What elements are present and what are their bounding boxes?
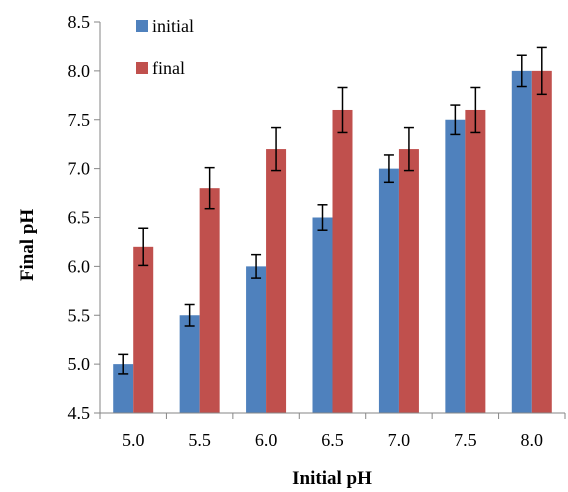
bar-final-5.5 — [199, 188, 220, 413]
y-tick-label: 8.5 — [68, 12, 91, 32]
x-axis-title: Initial pH — [292, 468, 372, 489]
error-bar-initial-7.0 — [383, 154, 394, 184]
error-bar-initial-6.5 — [317, 204, 328, 231]
error-bar-final-5.5 — [204, 166, 215, 210]
bars-group — [113, 70, 552, 413]
axes-group — [94, 21, 566, 419]
legend-swatch-initial — [136, 20, 148, 32]
bar-initial-6.5 — [312, 217, 333, 413]
y-tick-label: 6.0 — [68, 256, 91, 276]
legend: initial final — [136, 16, 194, 78]
y-tick-label: 5.0 — [68, 354, 91, 374]
legend-swatch-final — [136, 62, 148, 74]
bar-final-6.0 — [266, 149, 287, 413]
x-tick-label: 5.5 — [188, 430, 211, 450]
error-bar-final-6.0 — [271, 126, 282, 172]
error-bars-group — [118, 46, 547, 375]
y-tick-label: 4.5 — [68, 403, 91, 423]
bar-initial-7.5 — [445, 119, 466, 413]
error-bar-initial-8.0 — [516, 54, 527, 88]
x-tick-label: 8.0 — [521, 430, 544, 450]
x-tick-label: 6.0 — [255, 430, 278, 450]
bar-initial-7.0 — [378, 168, 399, 413]
error-bar-initial-5.0 — [118, 353, 129, 375]
bar-final-7.5 — [465, 109, 486, 413]
legend-label-initial: initial — [152, 16, 194, 36]
bar-final-6.5 — [332, 109, 353, 413]
bar-initial-8.0 — [511, 70, 532, 413]
y-tick-label: 6.5 — [68, 208, 91, 228]
x-tick-label: 5.0 — [122, 430, 145, 450]
bar-final-5.0 — [133, 246, 154, 413]
y-tick-label: 8.0 — [68, 61, 91, 81]
error-bar-final-5.0 — [138, 227, 149, 267]
bar-initial-5.5 — [179, 315, 200, 413]
legend-label-final: final — [152, 58, 185, 78]
bar-final-7.0 — [398, 149, 419, 413]
error-bar-initial-7.5 — [450, 104, 461, 136]
x-tick-label: 7.5 — [454, 430, 477, 450]
error-bar-final-7.0 — [403, 126, 414, 172]
y-tick-label: 7.5 — [68, 110, 91, 130]
bar-initial-5.0 — [113, 364, 134, 413]
error-bar-final-7.5 — [470, 86, 481, 134]
y-tick-labels: 4.5 5.0 5.5 6.0 6.5 7.0 7.5 8.0 8.5 — [68, 12, 91, 423]
y-tick-label: 7.0 — [68, 159, 91, 179]
bar-final-8.0 — [531, 70, 552, 413]
bar-initial-6.0 — [246, 266, 267, 413]
x-tick-label: 7.0 — [388, 430, 411, 450]
y-axis-title: Final pH — [17, 209, 38, 282]
error-bar-initial-6.0 — [251, 253, 262, 279]
x-tick-labels: 5.0 5.5 6.0 6.5 7.0 7.5 8.0 — [122, 430, 543, 450]
y-tick-label: 5.5 — [68, 305, 91, 325]
error-bar-final-8.0 — [536, 46, 547, 96]
error-bar-initial-5.5 — [184, 303, 195, 327]
error-bar-final-6.5 — [337, 86, 348, 134]
x-tick-label: 6.5 — [321, 430, 344, 450]
